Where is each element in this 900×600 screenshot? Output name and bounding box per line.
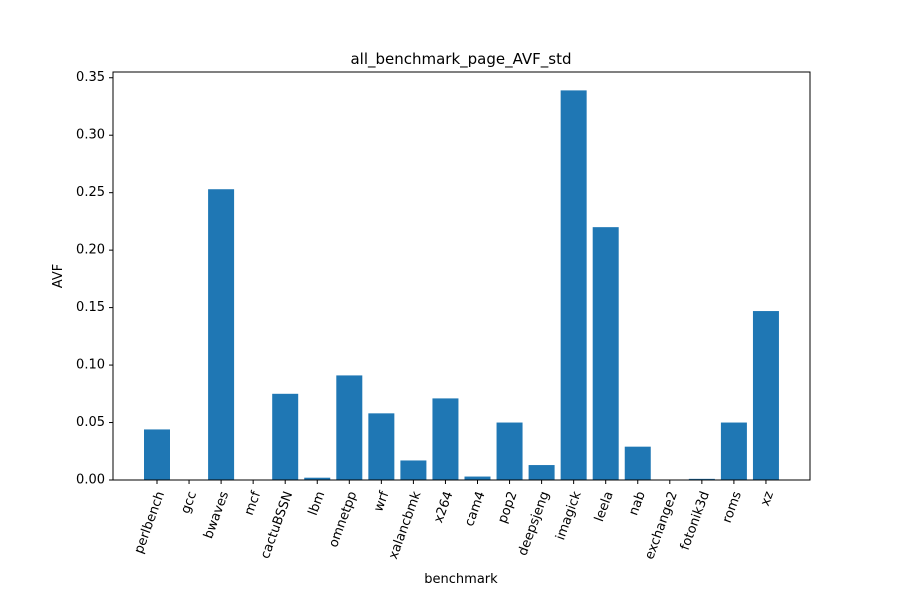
x-tick-label: perlbench: [132, 489, 168, 555]
x-tick-label: imagick: [553, 489, 585, 542]
y-tick-label: 0.15: [76, 300, 105, 315]
y-tick-label: 0.05: [76, 415, 105, 430]
bar-fotonik3d: [688, 478, 715, 480]
x-tick-label: nab: [626, 489, 648, 517]
y-tick-label: 0.25: [76, 185, 105, 200]
y-tick-label: 0.00: [76, 473, 105, 488]
bar-lbm: [304, 477, 331, 480]
x-tick-label: cam4: [462, 489, 488, 528]
bar-nab: [624, 446, 651, 480]
y-axis: 0.00 0.05 0.10 0.15 0.20 0.25 0.30 0.35: [76, 70, 113, 488]
bar-perlbench: [144, 429, 170, 480]
x-tick-label: pop2: [495, 489, 520, 525]
bar-leela: [592, 227, 619, 480]
x-tick-label: exchange2: [642, 489, 681, 561]
y-tick-label: 0.35: [76, 70, 105, 85]
y-tick-label: 0.30: [76, 128, 105, 143]
y-tick-label: 0.10: [76, 358, 105, 373]
x-tick-label: xz: [758, 489, 777, 508]
y-tick-label: 0.20: [76, 243, 105, 258]
x-tick-label: roms: [720, 489, 745, 525]
bar-x264: [432, 398, 459, 480]
bar-deepsjeng: [528, 465, 555, 480]
x-tick-label: leela: [592, 489, 617, 523]
bar-roms: [720, 422, 747, 480]
x-tick-label: bwaves: [201, 489, 232, 541]
x-axis-title: benchmark: [424, 572, 498, 587]
plot-frame: [112, 71, 811, 481]
chart-title: all_benchmark_page_AVF_std: [350, 50, 571, 69]
x-tick-label: cactuBSSN: [258, 489, 296, 560]
x-tick-label: omnetpp: [326, 489, 360, 549]
bar-wrf: [368, 413, 395, 480]
x-tick-label: deepsjeng: [516, 489, 553, 557]
bar-xz: [752, 311, 779, 480]
bars-group: [144, 90, 779, 481]
x-tick-label: gcc: [178, 489, 200, 515]
bar-imagick: [560, 90, 587, 480]
bar-cam4: [464, 476, 491, 480]
bar-omnetpp: [336, 375, 363, 480]
y-axis-title: AVF: [51, 264, 66, 288]
x-tick-label: x264: [431, 489, 456, 525]
x-tick-label: xalancbmk: [386, 489, 425, 561]
bar-cactuBSSN: [272, 393, 299, 480]
x-tick-label: wrf: [371, 489, 392, 514]
bar-xalancbmk: [400, 460, 427, 480]
bar-bwaves: [208, 189, 235, 481]
x-tick-label: lbm: [306, 489, 328, 517]
x-tick-label: fotonik3d: [678, 489, 713, 552]
x-tick-label: mcf: [242, 489, 265, 517]
bar-pop2: [496, 422, 523, 480]
